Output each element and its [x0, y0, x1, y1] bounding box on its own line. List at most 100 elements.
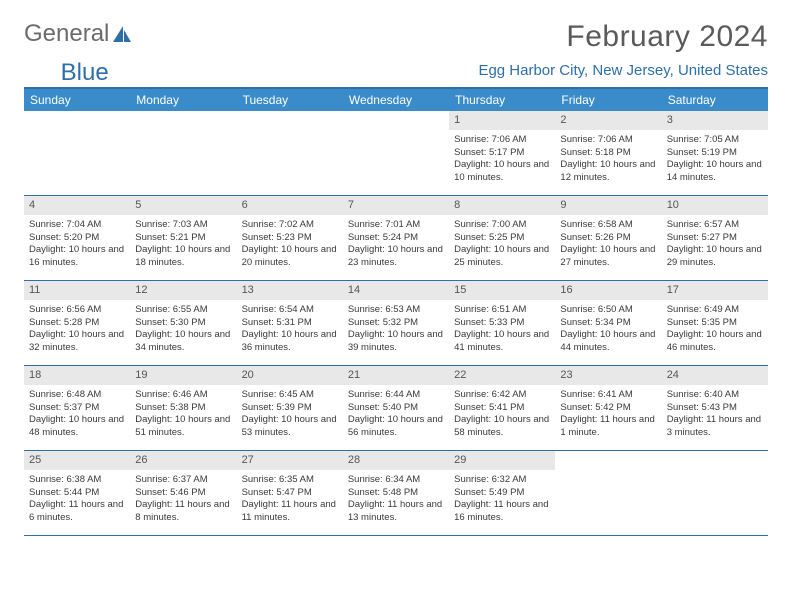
day-detail-line: Daylight: 10 hours and 56 minutes. [348, 414, 444, 440]
day-detail-line: Sunset: 5:34 PM [560, 317, 656, 330]
day-detail-line: Daylight: 10 hours and 29 minutes. [667, 244, 763, 270]
day-body [130, 132, 236, 138]
day-detail-line: Sunset: 5:20 PM [29, 232, 125, 245]
week-row: 18Sunrise: 6:48 AMSunset: 5:37 PMDayligh… [24, 366, 768, 451]
day-cell: 8Sunrise: 7:00 AMSunset: 5:25 PMDaylight… [449, 196, 555, 280]
day-cell: 15 Sunrise: 6:51 AMSunset: 5:33 PMDayligh… [449, 281, 555, 365]
day-detail-line: Daylight: 10 hours and 10 minutes. [454, 159, 550, 185]
day-detail-line: Sunset: 5:27 PM [667, 232, 763, 245]
day-cell: 22Sunrise: 6:42 AMSunset: 5:41 PMDayligh… [449, 366, 555, 450]
day-detail-line: Sunset: 5:41 PM [454, 402, 550, 415]
day-detail-line: Sunrise: 6:54 AM [242, 304, 338, 317]
day-detail-line: Sunrise: 6:51 AM [454, 304, 550, 317]
day-number: 6 [237, 196, 343, 215]
day-detail-line: Sunset: 5:28 PM [29, 317, 125, 330]
day-cell: 7Sunrise: 7:01 AMSunset: 5:24 PMDaylight… [343, 196, 449, 280]
day-detail-line: Sunset: 5:31 PM [242, 317, 338, 330]
day-body: Sunrise: 6:51 AMSunset: 5:33 PMDaylight:… [449, 302, 555, 359]
day-number: 7 [343, 196, 449, 215]
day-detail-line: Daylight: 10 hours and 48 minutes. [29, 414, 125, 440]
day-detail-line: Sunrise: 6:46 AM [135, 389, 231, 402]
day-body: Sunrise: 6:41 AMSunset: 5:42 PMDaylight:… [555, 387, 661, 444]
day-body: Sunrise: 6:56 AMSunset: 5:28 PMDaylight:… [24, 302, 130, 359]
day-detail-line: Sunrise: 6:48 AM [29, 389, 125, 402]
day-cell: 4 Sunrise: 7:04 AMSunset: 5:20 PMDaylight… [24, 196, 130, 280]
day-cell [555, 451, 661, 535]
day-body: Sunrise: 7:05 AMSunset: 5:19 PMDaylight:… [662, 132, 768, 189]
day-detail-line: Sunrise: 6:56 AM [29, 304, 125, 317]
day-body: Sunrise: 6:37 AMSunset: 5:46 PMDaylight:… [130, 472, 236, 529]
day-detail-line: Sunrise: 6:57 AM [667, 219, 763, 232]
day-detail-line: Sunrise: 6:35 AM [242, 474, 338, 487]
day-detail-line: Sunset: 5:25 PM [454, 232, 550, 245]
weekday-header: Wednesday [343, 89, 449, 111]
day-detail-line: Daylight: 10 hours and 58 minutes. [454, 414, 550, 440]
day-cell: 9Sunrise: 6:58 AMSunset: 5:26 PMDaylight… [555, 196, 661, 280]
day-number: 11 [24, 281, 130, 300]
day-detail-line: Daylight: 10 hours and 36 minutes. [242, 329, 338, 355]
day-detail-line: Daylight: 10 hours and 25 minutes. [454, 244, 550, 270]
day-detail-line: Sunset: 5:17 PM [454, 147, 550, 160]
day-detail-line: Sunset: 5:49 PM [454, 487, 550, 500]
day-detail-line: Daylight: 10 hours and 39 minutes. [348, 329, 444, 355]
day-detail-line: Daylight: 10 hours and 34 minutes. [135, 329, 231, 355]
day-cell: 11 Sunrise: 6:56 AMSunset: 5:28 PMDayligh… [24, 281, 130, 365]
day-detail-line: Sunrise: 6:50 AM [560, 304, 656, 317]
day-cell: 18 Sunrise: 6:48 AMSunset: 5:37 PMDayligh… [24, 366, 130, 450]
day-body: Sunrise: 7:02 AMSunset: 5:23 PMDaylight:… [237, 217, 343, 274]
weekday-header: Tuesday [237, 89, 343, 111]
day-cell: 13Sunrise: 6:54 AMSunset: 5:31 PMDayligh… [237, 281, 343, 365]
day-number: 4 [24, 196, 130, 215]
day-body: Sunrise: 7:06 AMSunset: 5:18 PMDaylight:… [555, 132, 661, 189]
day-detail-line: Sunrise: 7:00 AM [454, 219, 550, 232]
calendar-page: General February 2024 . Blue Egg Harbor … [0, 0, 792, 556]
day-body: Sunrise: 6:53 AMSunset: 5:32 PMDaylight:… [343, 302, 449, 359]
day-detail-line: Daylight: 10 hours and 53 minutes. [242, 414, 338, 440]
day-body: Sunrise: 6:40 AMSunset: 5:43 PMDaylight:… [662, 387, 768, 444]
weekday-header: Friday [555, 89, 661, 111]
day-body: Sunrise: 7:04 AMSunset: 5:20 PMDaylight:… [24, 217, 130, 274]
day-detail-line: Sunset: 5:37 PM [29, 402, 125, 415]
weekday-header: Saturday [662, 89, 768, 111]
day-cell: 19Sunrise: 6:46 AMSunset: 5:38 PMDayligh… [130, 366, 236, 450]
day-cell: 29 Sunrise: 6:32 AMSunset: 5:49 PMDayligh… [449, 451, 555, 535]
day-detail-line: Sunrise: 6:34 AM [348, 474, 444, 487]
day-body: Sunrise: 7:03 AMSunset: 5:21 PMDaylight:… [130, 217, 236, 274]
day-body: Sunrise: 6:54 AMSunset: 5:31 PMDaylight:… [237, 302, 343, 359]
week-row: 4 Sunrise: 7:04 AMSunset: 5:20 PMDaylight… [24, 196, 768, 281]
sail-icon [111, 24, 133, 44]
day-body: Sunrise: 6:45 AMSunset: 5:39 PMDaylight:… [237, 387, 343, 444]
day-detail-line: Sunrise: 6:40 AM [667, 389, 763, 402]
day-detail-line: Sunrise: 6:32 AM [454, 474, 550, 487]
day-number: 15 [449, 281, 555, 300]
day-detail-line: Sunset: 5:26 PM [560, 232, 656, 245]
day-detail-line: Daylight: 10 hours and 27 minutes. [560, 244, 656, 270]
day-cell [24, 111, 130, 195]
title-block: February 2024 [566, 20, 768, 54]
day-detail-line: Sunrise: 7:05 AM [667, 134, 763, 147]
day-cell: 14Sunrise: 6:53 AMSunset: 5:32 PMDayligh… [343, 281, 449, 365]
day-detail-line: Daylight: 11 hours and 13 minutes. [348, 499, 444, 525]
day-number: 18 [24, 366, 130, 385]
day-number: 25 [24, 451, 130, 470]
day-body: Sunrise: 6:42 AMSunset: 5:41 PMDaylight:… [449, 387, 555, 444]
day-cell [130, 111, 236, 195]
day-detail-line: Daylight: 11 hours and 16 minutes. [454, 499, 550, 525]
brand-part1: General [24, 20, 109, 48]
calendar-grid: SundayMondayTuesdayWednesdayThursdayFrid… [24, 87, 768, 536]
day-detail-line: Sunset: 5:19 PM [667, 147, 763, 160]
day-number: 29 [449, 451, 555, 470]
day-body [237, 132, 343, 138]
day-detail-line: Sunrise: 6:41 AM [560, 389, 656, 402]
day-cell [343, 111, 449, 195]
day-number: 27 [237, 451, 343, 470]
day-detail-line: Sunset: 5:23 PM [242, 232, 338, 245]
day-detail-line: Sunset: 5:44 PM [29, 487, 125, 500]
day-detail-line: Daylight: 11 hours and 11 minutes. [242, 499, 338, 525]
day-cell: 12Sunrise: 6:55 AMSunset: 5:30 PMDayligh… [130, 281, 236, 365]
day-cell: 16Sunrise: 6:50 AMSunset: 5:34 PMDayligh… [555, 281, 661, 365]
day-body: Sunrise: 6:48 AMSunset: 5:37 PMDaylight:… [24, 387, 130, 444]
day-detail-line: Sunset: 5:40 PM [348, 402, 444, 415]
day-body [662, 472, 768, 478]
weekday-header: Thursday [449, 89, 555, 111]
